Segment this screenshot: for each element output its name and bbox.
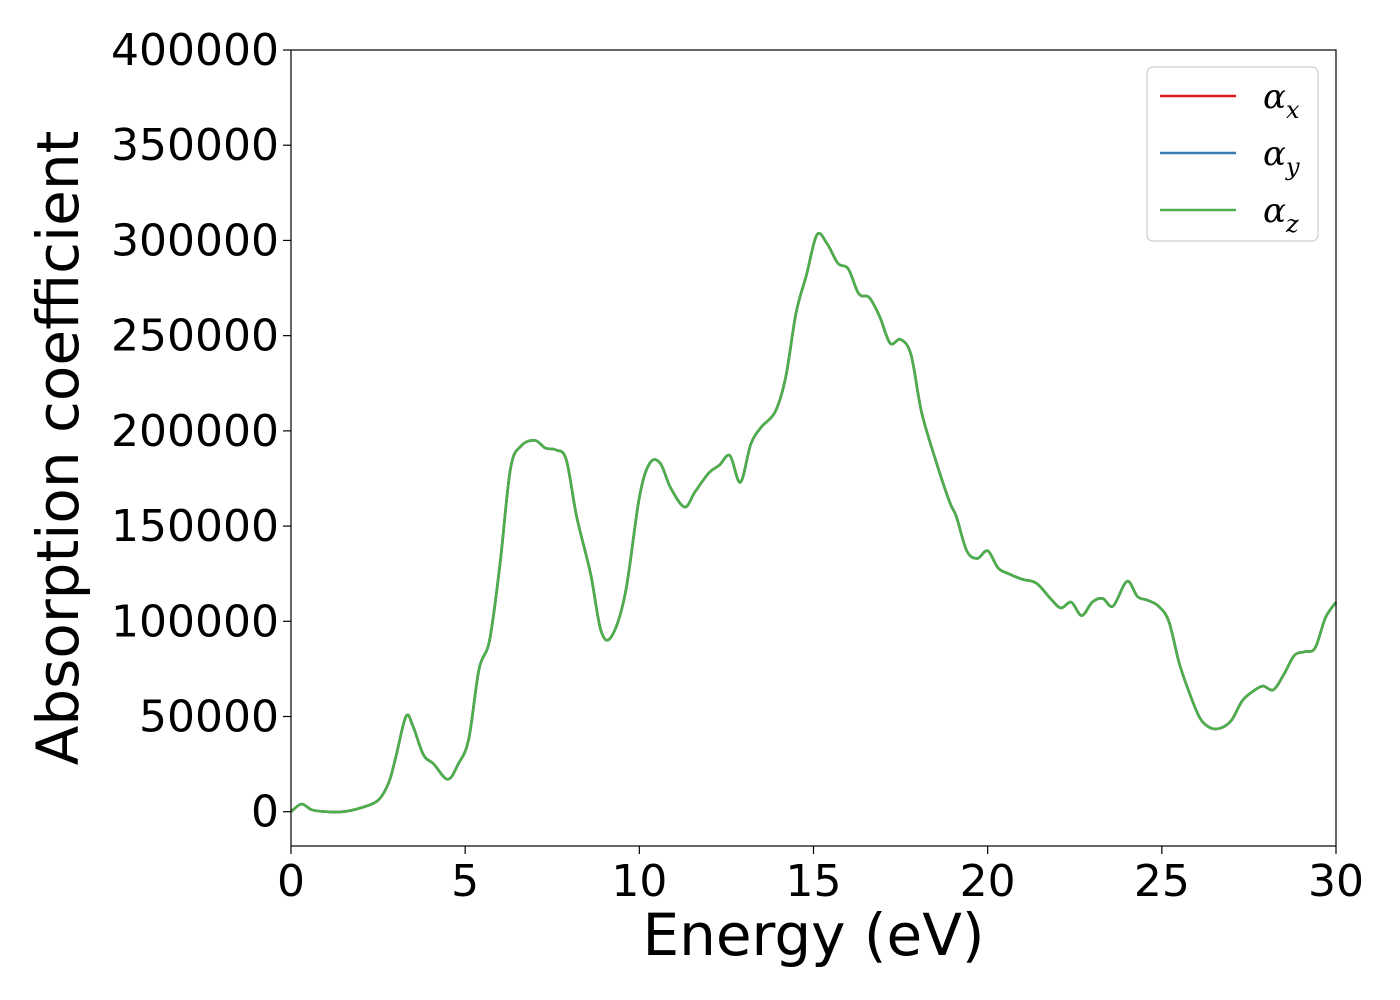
y-tick-label: 0: [251, 787, 279, 838]
legend-label-z: αz: [1263, 191, 1299, 238]
x-axis-label: Energy (eV): [642, 901, 984, 969]
series-layer: [290, 232, 1338, 814]
legend-label-y: αy: [1263, 134, 1300, 181]
legend-label-x: αx: [1263, 77, 1300, 124]
y-tick-label: 350000: [111, 120, 279, 171]
x-tick-label: 30: [1308, 856, 1364, 907]
x-tick-label: 25: [1134, 856, 1190, 907]
x-tick-label: 10: [611, 856, 667, 907]
y-tick-label: 50000: [139, 692, 279, 743]
legend-label-main: α: [1263, 134, 1286, 174]
legend-label-sub: x: [1286, 96, 1300, 124]
legend-label-main: α: [1263, 77, 1286, 117]
legend-label-sub: y: [1285, 153, 1300, 181]
series-line-z: [290, 232, 1338, 814]
y-axis-label: Absorption coefficient: [24, 131, 92, 766]
x-tick-label: 5: [451, 856, 479, 907]
x-axis: 0 5 10 15 20 25 30: [277, 846, 1364, 907]
y-tick-label: 150000: [111, 501, 279, 552]
y-tick-label: 400000: [111, 25, 279, 76]
x-tick-label: 0: [277, 856, 305, 907]
legend-label-sub: z: [1285, 210, 1299, 238]
y-axis: 0 50000 100000 150000 200000 250000 300000 3500…: [111, 25, 291, 838]
y-tick-label: 200000: [111, 406, 279, 457]
y-tick-label: 100000: [111, 596, 279, 647]
x-tick-label: 20: [960, 856, 1016, 907]
legend-label-main: α: [1263, 191, 1286, 231]
x-tick-label: 15: [786, 856, 842, 907]
y-tick-label: 300000: [111, 215, 279, 266]
y-tick-label: 250000: [111, 311, 279, 362]
